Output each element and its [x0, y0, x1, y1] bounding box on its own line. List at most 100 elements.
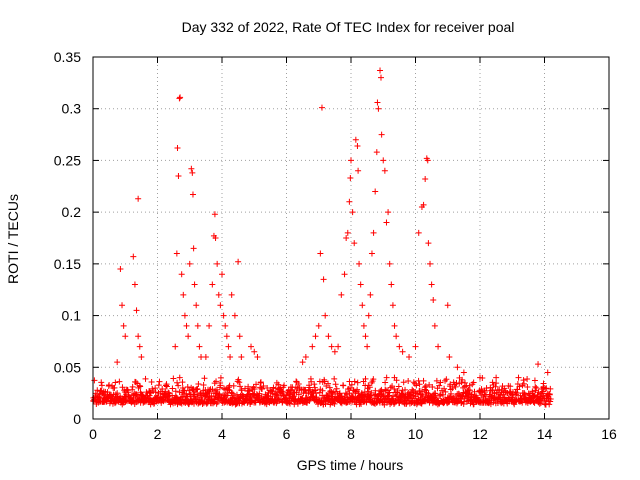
- data-point: [211, 211, 218, 218]
- data-point: [225, 343, 232, 350]
- data-point: [217, 374, 224, 381]
- data-point: [138, 353, 145, 360]
- data-point: [219, 271, 225, 278]
- data-point: [212, 235, 219, 241]
- data-point: [382, 379, 389, 386]
- grid-layer: [93, 57, 609, 419]
- data-point: [180, 291, 187, 298]
- data-point: [152, 389, 159, 396]
- data-point: [308, 378, 315, 385]
- data-point: [420, 377, 427, 384]
- data-point: [546, 401, 553, 408]
- data-point: [546, 391, 553, 398]
- data-point: [535, 389, 542, 396]
- data-point: [305, 387, 312, 394]
- data-point: [257, 379, 264, 386]
- data-point: [235, 258, 242, 265]
- data-point: [155, 382, 162, 389]
- data-point: [179, 379, 186, 386]
- x-tick-label: 14: [537, 426, 553, 442]
- data-point: [354, 142, 361, 149]
- data-point: [355, 167, 362, 174]
- data-point: [98, 379, 105, 386]
- data-point: [312, 387, 319, 394]
- data-point: [354, 386, 361, 393]
- data-point: [441, 385, 448, 392]
- data-point: [364, 343, 371, 350]
- data-point: [222, 322, 229, 329]
- data-point: [453, 380, 460, 387]
- x-tick-label: 12: [472, 426, 488, 442]
- data-point: [380, 157, 387, 164]
- y-tick-label: 0.15: [54, 256, 81, 272]
- data-point: [433, 377, 440, 384]
- data-point: [196, 343, 203, 350]
- data-point: [135, 195, 142, 202]
- data-point: [370, 376, 377, 383]
- data-point: [449, 385, 456, 392]
- data-point: [396, 343, 403, 350]
- data-point: [172, 388, 179, 395]
- data-point: [189, 169, 196, 176]
- data-point: [389, 302, 396, 309]
- data-point: [201, 375, 208, 382]
- data-point: [92, 390, 99, 397]
- data-point: [378, 131, 385, 138]
- data-point: [176, 374, 183, 381]
- data-point: [388, 281, 395, 288]
- data-point: [386, 389, 393, 396]
- data-point: [242, 397, 249, 404]
- data-point: [256, 390, 263, 397]
- data-point: [286, 390, 293, 397]
- data-point: [346, 378, 353, 385]
- data-point: [178, 271, 185, 278]
- data-point: [169, 385, 176, 392]
- data-point: [186, 260, 193, 267]
- y-tick-label: 0.05: [54, 359, 81, 375]
- data-point: [156, 378, 163, 385]
- data-point: [317, 250, 324, 257]
- data-point: [547, 396, 554, 403]
- data-point: [321, 378, 328, 385]
- data-point: [383, 219, 390, 226]
- data-point: [213, 378, 220, 385]
- chart-title: Day 332 of 2022, Rate Of TEC Index for r…: [182, 19, 515, 35]
- data-point: [318, 104, 325, 111]
- data-point: [377, 67, 384, 74]
- data-point: [435, 343, 442, 350]
- data-point: [256, 399, 263, 406]
- data-point: [428, 281, 435, 288]
- data-point: [386, 260, 393, 267]
- data-point: [362, 375, 369, 382]
- x-tick-label: 2: [154, 426, 162, 442]
- data-point: [253, 381, 260, 388]
- data-point: [448, 390, 455, 397]
- data-point: [299, 359, 306, 366]
- data-point: [181, 312, 188, 319]
- data-point: [133, 391, 140, 398]
- data-point: [477, 374, 483, 381]
- data-point: [162, 388, 169, 395]
- data-point: [422, 176, 429, 183]
- data-point: [426, 381, 433, 388]
- data-point: [209, 281, 216, 288]
- data-point: [349, 209, 356, 216]
- data-point: [260, 383, 267, 390]
- data-point: [214, 260, 221, 267]
- data-point: [152, 385, 159, 392]
- data-point: [159, 386, 166, 393]
- data-point: [460, 369, 467, 376]
- y-tick-label: 0: [73, 411, 81, 427]
- data-point: [281, 382, 288, 389]
- data-point: [174, 145, 181, 152]
- data-point: [524, 376, 531, 383]
- data-point: [236, 333, 243, 340]
- data-point: [272, 385, 279, 392]
- data-point: [217, 382, 224, 389]
- data-point: [200, 381, 207, 388]
- data-point: [354, 379, 361, 386]
- data-point: [400, 379, 407, 386]
- data-point: [489, 379, 496, 386]
- y-tick-label: 0.1: [62, 308, 82, 324]
- data-point: [466, 387, 473, 394]
